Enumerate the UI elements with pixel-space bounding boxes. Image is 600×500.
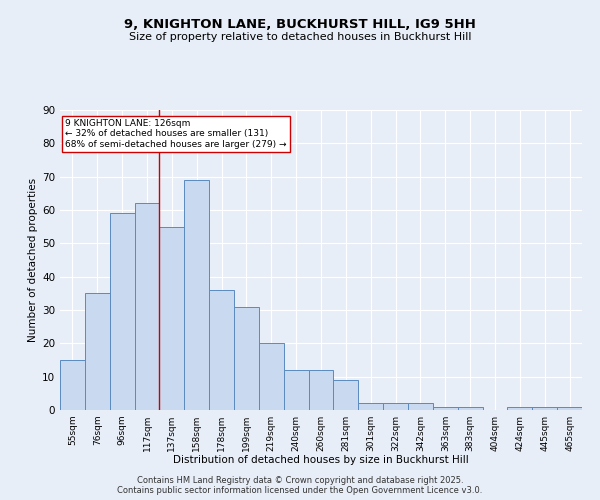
Bar <box>557 406 582 410</box>
Bar <box>358 404 383 410</box>
Bar <box>85 294 110 410</box>
Bar <box>234 306 259 410</box>
Bar <box>209 290 234 410</box>
X-axis label: Distribution of detached houses by size in Buckhurst Hill: Distribution of detached houses by size … <box>173 456 469 466</box>
Bar <box>334 380 358 410</box>
Y-axis label: Number of detached properties: Number of detached properties <box>28 178 38 342</box>
Bar <box>284 370 308 410</box>
Bar <box>308 370 334 410</box>
Bar <box>160 226 184 410</box>
Bar <box>184 180 209 410</box>
Bar <box>110 214 134 410</box>
Bar <box>383 404 408 410</box>
Bar <box>259 344 284 410</box>
Text: Contains HM Land Registry data © Crown copyright and database right 2025.
Contai: Contains HM Land Registry data © Crown c… <box>118 476 482 495</box>
Bar <box>458 406 482 410</box>
Bar <box>134 204 160 410</box>
Bar <box>532 406 557 410</box>
Text: 9, KNIGHTON LANE, BUCKHURST HILL, IG9 5HH: 9, KNIGHTON LANE, BUCKHURST HILL, IG9 5H… <box>124 18 476 30</box>
Bar <box>433 406 458 410</box>
Bar <box>408 404 433 410</box>
Text: Size of property relative to detached houses in Buckhurst Hill: Size of property relative to detached ho… <box>129 32 471 42</box>
Text: 9 KNIGHTON LANE: 126sqm
← 32% of detached houses are smaller (131)
68% of semi-d: 9 KNIGHTON LANE: 126sqm ← 32% of detache… <box>65 119 287 149</box>
Bar <box>508 406 532 410</box>
Bar <box>60 360 85 410</box>
